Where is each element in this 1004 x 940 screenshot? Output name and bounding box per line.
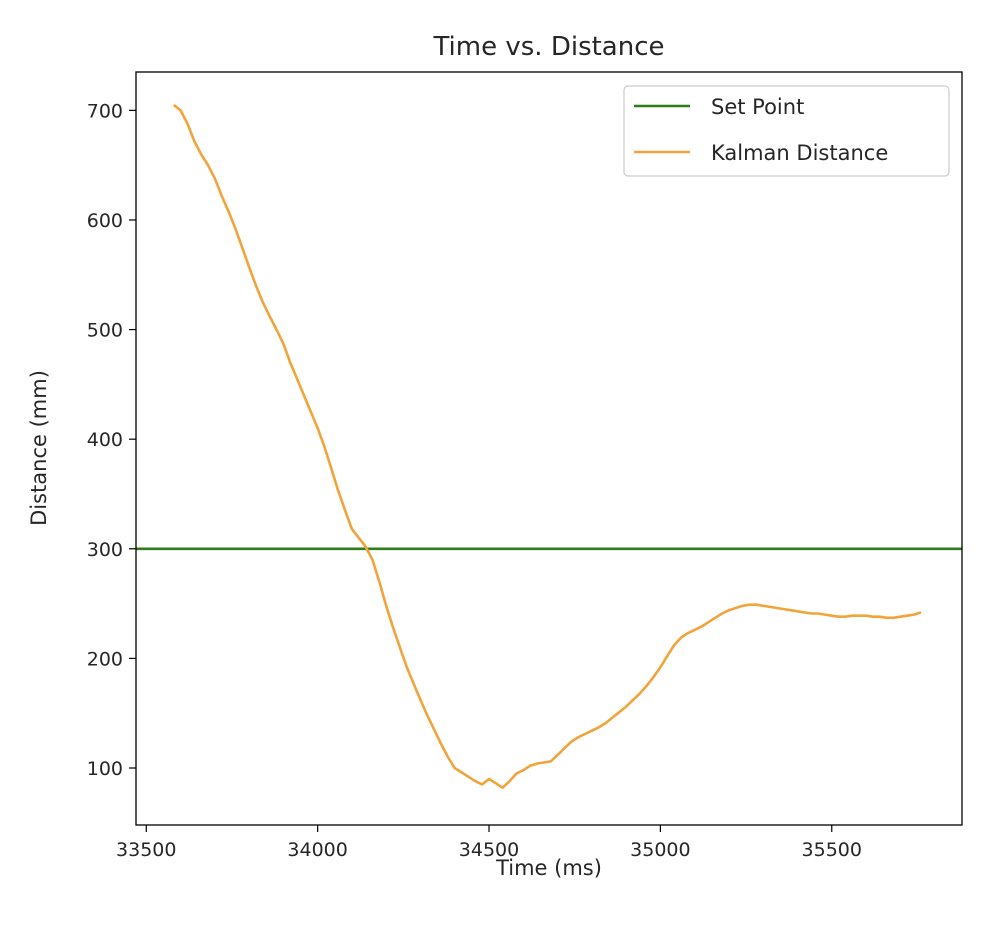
legend-label-set-point: Set Point [711,95,804,119]
legend: Set Point Kalman Distance [623,85,950,177]
x-tick-label: 34500 [459,839,519,861]
y-tick-label: 500 [87,320,123,342]
chart-title: Time vs. Distance [432,32,664,62]
plot-area [136,103,962,790]
x-tick-label: 34000 [287,839,347,861]
y-tick-label: 700 [87,100,123,122]
x-tick-label: 35000 [630,839,690,861]
y-axis: 100 200 300 400 500 600 700 [87,100,136,780]
legend-label-kalman-distance: Kalman Distance [711,141,888,165]
x-axis-label: Time (ms) [495,856,602,880]
y-tick-label: 300 [87,539,123,561]
y-tick-label: 100 [87,758,123,780]
y-axis-label: Distance (mm) [27,370,51,526]
series-kalman-distance-line [172,103,922,790]
x-axis: 33500 34000 34500 35000 35500 [116,825,862,861]
plot-frame [135,71,963,826]
y-tick-label: 600 [87,210,123,232]
legend-box [623,85,950,177]
y-tick-label: 200 [87,648,123,670]
x-tick-label: 35500 [802,839,862,861]
y-tick-label: 400 [87,429,123,451]
x-tick-label: 33500 [116,839,176,861]
